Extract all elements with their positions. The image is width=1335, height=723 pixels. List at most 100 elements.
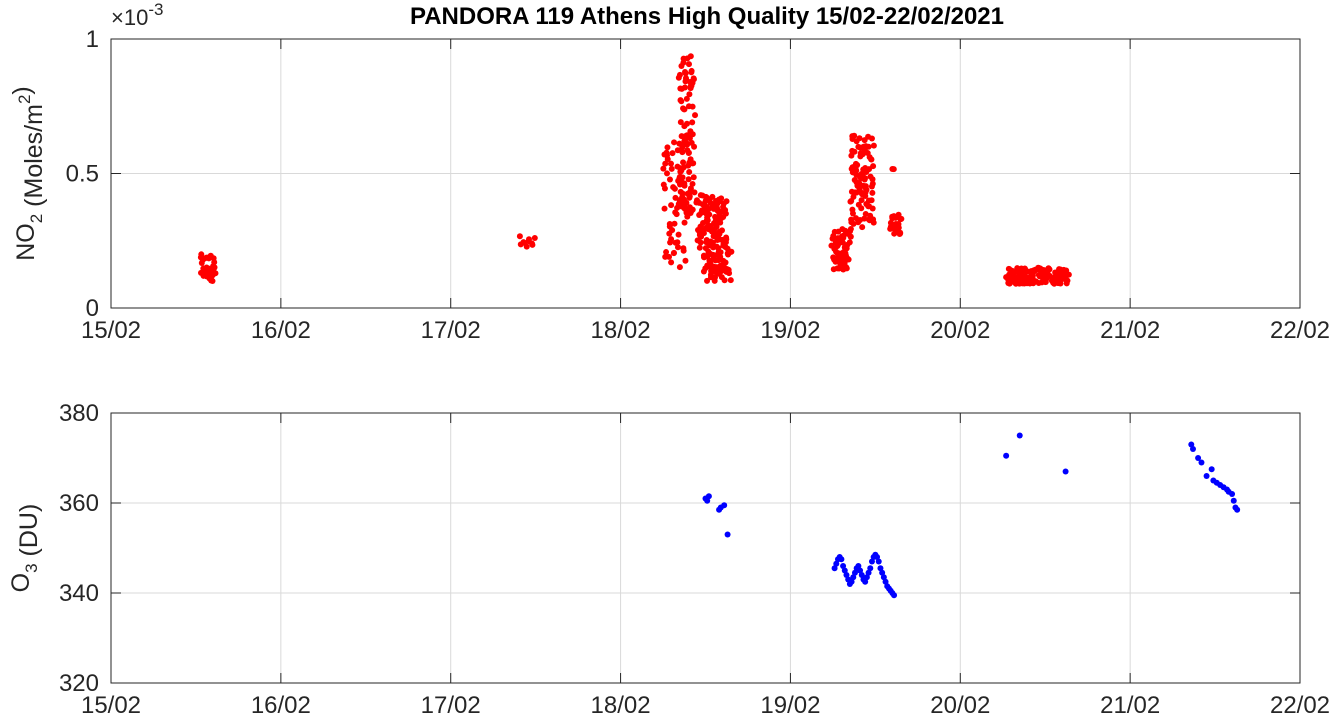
data-point: [723, 234, 730, 241]
y-tick-label: 380: [59, 400, 99, 427]
data-point: [719, 227, 726, 234]
data-point: [667, 160, 674, 167]
data-point: [851, 132, 858, 139]
data-point: [868, 156, 875, 163]
data-point: [722, 259, 729, 266]
data-point: [686, 193, 693, 200]
data-point: [685, 61, 692, 68]
data-point: [1195, 455, 1202, 461]
data-point: [212, 270, 219, 277]
data-point: [670, 249, 677, 256]
data-point: [666, 176, 673, 183]
data-point: [1044, 270, 1051, 277]
y-axis-label: NO2 (Moles/m2): [8, 86, 48, 261]
data-point: [681, 106, 688, 113]
data-point: [660, 181, 667, 188]
data-point: [674, 244, 681, 251]
data-point: [686, 91, 693, 98]
data-point: [865, 569, 872, 576]
data-point: [664, 170, 671, 177]
data-point: [709, 193, 716, 200]
x-tick-label: 22/02: [1270, 692, 1330, 719]
x-tick-label: 15/02: [81, 692, 141, 719]
data-point: [708, 268, 715, 275]
data-point: [1198, 459, 1205, 466]
data-point: [704, 277, 711, 284]
data-point: [851, 569, 858, 576]
data-point: [858, 572, 865, 578]
data-point: [689, 131, 696, 138]
data-point: [857, 567, 864, 574]
data-point: [671, 139, 678, 146]
data-point: [870, 163, 877, 170]
data-point: [1208, 466, 1215, 473]
x-tick-label: 19/02: [760, 317, 820, 344]
data-point: [898, 215, 905, 222]
data-point: [1230, 497, 1237, 504]
data-point: [865, 143, 872, 150]
x-tick-label: 21/02: [1100, 317, 1160, 344]
data-point: [843, 265, 850, 272]
data-point: [661, 205, 668, 212]
data-point: [856, 135, 863, 142]
data-point: [843, 572, 850, 578]
data-point: [858, 189, 865, 196]
data-point: [721, 502, 728, 509]
data-point: [862, 189, 869, 196]
data-point: [673, 211, 680, 218]
data-points: [702, 432, 1241, 599]
data-point: [211, 264, 218, 271]
x-tick-label: 22/02: [1270, 317, 1330, 344]
data-point: [691, 189, 698, 196]
data-point: [523, 243, 530, 250]
x-tick-label: 21/02: [1100, 692, 1160, 719]
data-point: [1229, 491, 1236, 497]
data-point: [682, 70, 689, 77]
data-point: [679, 174, 686, 181]
data-point: [847, 233, 854, 240]
data-point: [683, 95, 690, 102]
data-point: [727, 277, 734, 284]
data-point: [679, 149, 686, 156]
data-point: [1028, 272, 1035, 279]
data-point: [664, 156, 671, 163]
data-point: [713, 243, 720, 250]
data-point: [687, 188, 694, 195]
data-point: [669, 150, 676, 157]
data-point: [869, 205, 876, 212]
data-point: [1056, 266, 1063, 273]
data-point: [874, 554, 881, 560]
grid: [111, 413, 1300, 683]
data-point: [663, 249, 670, 256]
data-point: [691, 143, 698, 150]
data-point: [1006, 266, 1013, 273]
data-point: [843, 245, 850, 252]
data-point: [870, 142, 877, 149]
data-point: [1188, 441, 1195, 448]
data-point: [862, 578, 869, 585]
grid: [111, 39, 1300, 308]
data-point: [894, 221, 901, 228]
data-point: [721, 277, 728, 284]
data-point: [684, 141, 691, 148]
data-point: [681, 84, 688, 91]
data-point: [723, 198, 730, 205]
y-tick-label: 0: [86, 295, 99, 322]
data-point: [858, 205, 865, 212]
data-point: [690, 174, 697, 181]
data-point: [868, 558, 875, 565]
data-point: [671, 185, 678, 192]
chart-title: PANDORA 119 Athens High Quality 15/02-22…: [410, 3, 1004, 30]
data-point: [863, 574, 870, 581]
data-point: [1060, 266, 1067, 273]
x-tick-label: 15/02: [81, 317, 141, 344]
x-tick-label: 17/02: [421, 317, 481, 344]
data-point: [875, 558, 882, 565]
data-point: [1022, 273, 1029, 280]
data-point: [689, 119, 696, 126]
no2-panel: 15/02 16/02 17/02 18/02 19/02 20/02 21/02 22/02…: [8, 0, 1330, 344]
data-point: [697, 239, 704, 246]
data-point: [703, 203, 710, 210]
data-point: [1189, 446, 1196, 452]
x-tick-label: 18/02: [591, 317, 651, 344]
